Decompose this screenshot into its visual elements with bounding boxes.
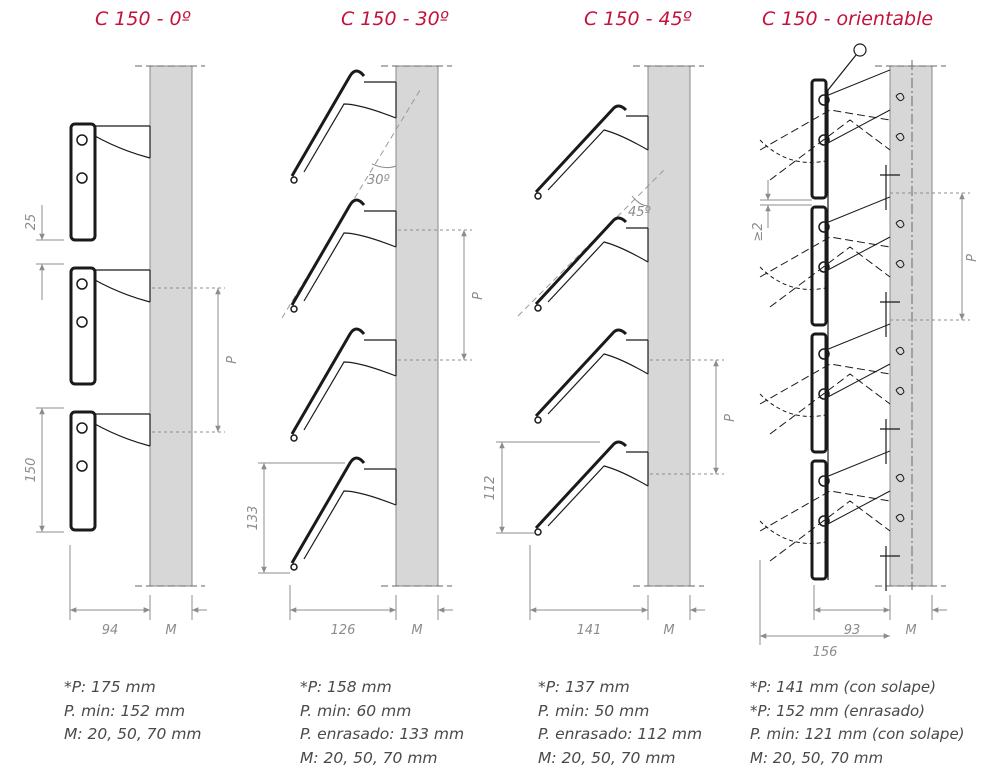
blade-orientable-3	[760, 324, 904, 464]
wall-45deg	[648, 66, 690, 586]
technical-diagram: 25 150 P 94 M	[0, 0, 1005, 669]
dim-0deg-wall: M	[165, 623, 176, 638]
spec-line: *P: 175 mm	[64, 676, 202, 700]
specs-c150-45: *P: 137 mm P. min: 50 mm P. enrasado: 11…	[538, 676, 702, 770]
dim-30deg-width: 126	[331, 623, 356, 638]
spec-line: P. min: 121 mm (con solape)	[750, 723, 965, 747]
spec-line: *P: 158 mm	[300, 676, 464, 700]
dim-0deg-width: 94	[102, 623, 119, 638]
column-orientable: P ≥2 93 M 156	[751, 44, 980, 660]
blade-45deg-4	[535, 442, 648, 535]
spec-line: P. min: 152 mm	[64, 700, 202, 724]
blade-orientable-2	[760, 197, 904, 337]
blade-0deg-1	[71, 124, 150, 240]
spec-line: P. min: 50 mm	[538, 700, 702, 724]
column-30deg: 30º P 133 126 M	[246, 66, 486, 638]
blade-0deg-3	[71, 412, 150, 530]
dim-30deg-wall: M	[411, 623, 422, 638]
dim-30deg-pitch: P	[471, 292, 486, 300]
wall-30deg	[396, 66, 438, 586]
blade-orientable-1	[760, 70, 904, 210]
dim-orientable-gap: ≥2	[751, 222, 766, 241]
spec-line: *P: 137 mm	[538, 676, 702, 700]
spec-line: M: 20, 50, 70 mm	[300, 747, 464, 770]
specs-c150-orientable: *P: 141 mm (con solape) *P: 152 mm (enra…	[750, 676, 965, 770]
spec-line: M: 20, 50, 70 mm	[64, 723, 202, 747]
dim-45deg-wall: M	[663, 623, 674, 638]
dim-orientable-overall: 156	[813, 645, 838, 660]
blade-45deg-3	[535, 330, 648, 423]
specs-c150-0: *P: 175 mm P. min: 152 mm M: 20, 50, 70 …	[64, 676, 202, 747]
column-0deg: 25 150 P 94 M	[24, 66, 240, 638]
dim-30deg-angle: 30º	[367, 173, 390, 188]
wall-0deg	[150, 66, 192, 586]
dim-45deg-pitch: P	[723, 414, 738, 422]
blade-45deg-2	[535, 218, 648, 311]
dim-0deg-pitch: P	[225, 356, 240, 364]
blade-0deg-2	[71, 268, 150, 384]
dim-45deg-height: 112	[483, 476, 498, 501]
blade-30deg-3	[291, 329, 396, 441]
dim-0deg-height: 150	[24, 458, 39, 483]
spec-line: *P: 152 mm (enrasado)	[750, 700, 965, 724]
dim-orientable-width: 93	[844, 623, 861, 638]
dim-0deg-gap: 25	[24, 214, 39, 231]
blade-orientable-4	[760, 451, 904, 591]
spec-line: M: 20, 50, 70 mm	[750, 747, 965, 770]
blade-30deg-4	[291, 458, 396, 570]
spec-line: P. enrasado: 112 mm	[538, 723, 702, 747]
column-45deg: 45º P 112 141 M	[483, 66, 738, 638]
blade-30deg-1	[291, 71, 396, 183]
dim-45deg-width: 141	[577, 623, 602, 638]
spec-line: P. enrasado: 133 mm	[300, 723, 464, 747]
wall-orientable	[890, 66, 932, 586]
spec-line: M: 20, 50, 70 mm	[538, 747, 702, 770]
dim-orientable-wall: M	[905, 623, 916, 638]
dim-45deg-angle: 45º	[628, 205, 651, 220]
blade-30deg-2	[291, 200, 396, 312]
blade-45deg-1	[535, 106, 648, 199]
spec-line: P. min: 60 mm	[300, 700, 464, 724]
dim-orientable-pitch: P	[965, 254, 980, 262]
dim-30deg-height: 133	[246, 506, 261, 531]
specs-c150-30: *P: 158 mm P. min: 60 mm P. enrasado: 13…	[300, 676, 464, 770]
spec-line: *P: 141 mm (con solape)	[750, 676, 965, 700]
